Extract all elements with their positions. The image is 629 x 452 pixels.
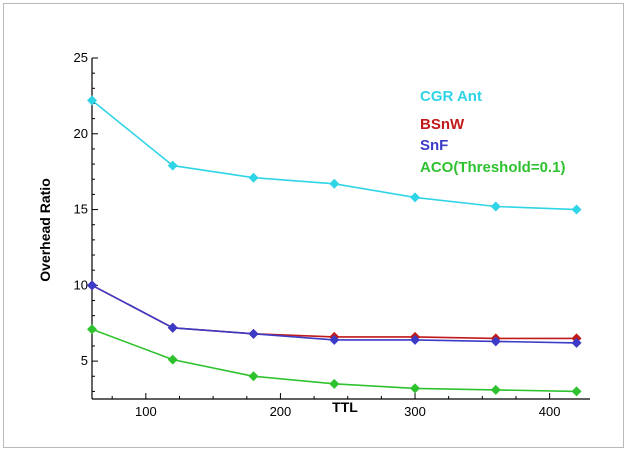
data-point-aco-threshold-0-1: [490, 384, 501, 395]
axes: 100 200 300 400 5 10 15 20 25: [74, 50, 590, 419]
x-tick-label: 200: [270, 404, 292, 419]
legend-entry-snf: SnF: [420, 137, 448, 154]
data-point-aco-threshold-0-1: [167, 354, 178, 365]
data-point-cgr-ant: [87, 95, 97, 106]
data-point-cgr-ant: [167, 160, 178, 171]
series-line-cgr-ant: [91, 99, 577, 211]
y-tick-label: 10: [74, 277, 88, 292]
y-tick-label: 25: [74, 50, 88, 65]
x-tick-label: 400: [539, 404, 561, 419]
x-tick-label: 300: [404, 404, 426, 419]
data-point-snf: [571, 337, 582, 348]
data-point-snf: [410, 334, 421, 345]
data-point-aco-threshold-0-1: [248, 371, 259, 382]
legend: CGR Ant BSnW SnF ACO(Threshold=0.1): [420, 88, 565, 176]
legend-entry-aco-threshold-0-1: ACO(Threshold=0.1): [420, 159, 565, 176]
x-tick-label: 100: [135, 404, 157, 419]
chart-frame: [3, 3, 624, 448]
legend-entry-bsnw: BSnW: [420, 116, 465, 133]
data-point-cgr-ant: [490, 201, 501, 212]
data-point-snf: [87, 280, 97, 291]
data-point-cgr-ant: [571, 204, 582, 215]
data-point-cgr-ant: [410, 192, 421, 203]
data-point-snf: [329, 334, 340, 345]
data-point-snf: [167, 322, 178, 333]
series-layer: [87, 95, 582, 397]
data-point-aco-threshold-0-1: [87, 324, 97, 335]
data-point-aco-threshold-0-1: [410, 383, 421, 394]
legend-entry-cgr-ant: CGR Ant: [420, 88, 482, 105]
x-axis-title: TTL: [332, 399, 358, 415]
y-axis-title: Overhead Ratio: [37, 178, 53, 281]
data-point-snf: [248, 328, 259, 339]
data-point-snf: [490, 336, 501, 347]
data-point-cgr-ant: [248, 172, 259, 183]
y-tick-label: 20: [74, 126, 88, 141]
data-point-aco-threshold-0-1: [571, 386, 582, 397]
series-line-bsnw: [91, 284, 577, 340]
data-point-aco-threshold-0-1: [329, 378, 340, 389]
data-point-cgr-ant: [329, 178, 340, 189]
y-tick-label: 15: [74, 202, 88, 217]
y-tick-label: 5: [81, 353, 88, 368]
